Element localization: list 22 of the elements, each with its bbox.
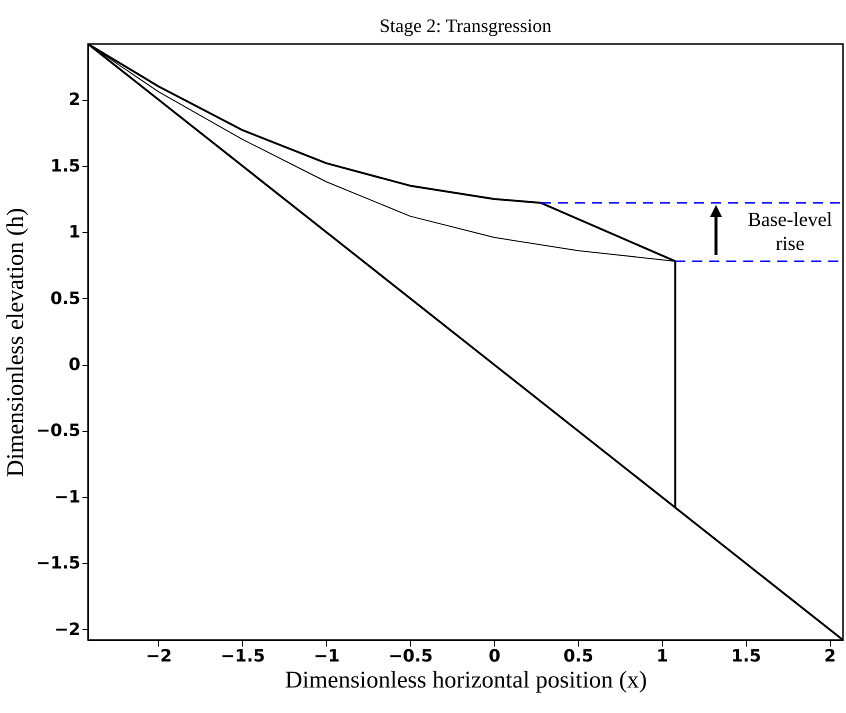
y-tick-label: −2 bbox=[54, 620, 80, 640]
y-tick-label: 1.5 bbox=[50, 156, 80, 176]
x-tick-label: 2 bbox=[824, 646, 836, 666]
y-tick-label: 0.5 bbox=[50, 288, 80, 309]
x-tick-label: −0.5 bbox=[388, 646, 433, 666]
y-tick-label: −1 bbox=[54, 487, 80, 508]
annotation: Base-level rise bbox=[748, 209, 833, 255]
x-tick-label: 1.5 bbox=[731, 646, 762, 666]
y-axis-title: Dimensionless elevation (h) bbox=[3, 208, 30, 478]
x-tick-label: 0 bbox=[488, 646, 501, 666]
y-tick-label: −1.5 bbox=[36, 554, 80, 574]
chart-title: Stage 2: Transgression bbox=[379, 16, 552, 37]
x-tick-label: −2 bbox=[146, 646, 172, 666]
x-axis-title: Dimensionless horizontal position (x) bbox=[285, 668, 647, 694]
y-tick-label: 1 bbox=[68, 222, 80, 243]
x-tick-label: 1 bbox=[656, 646, 668, 666]
y-tick-label: 2 bbox=[68, 90, 80, 110]
y-tick-label: 0 bbox=[68, 355, 81, 376]
x-tick-label: −1 bbox=[314, 646, 340, 666]
y-tick-label: −0.5 bbox=[36, 421, 80, 442]
x-tick-label: −1.5 bbox=[220, 646, 266, 666]
x-tick-label: 0.5 bbox=[563, 646, 594, 666]
